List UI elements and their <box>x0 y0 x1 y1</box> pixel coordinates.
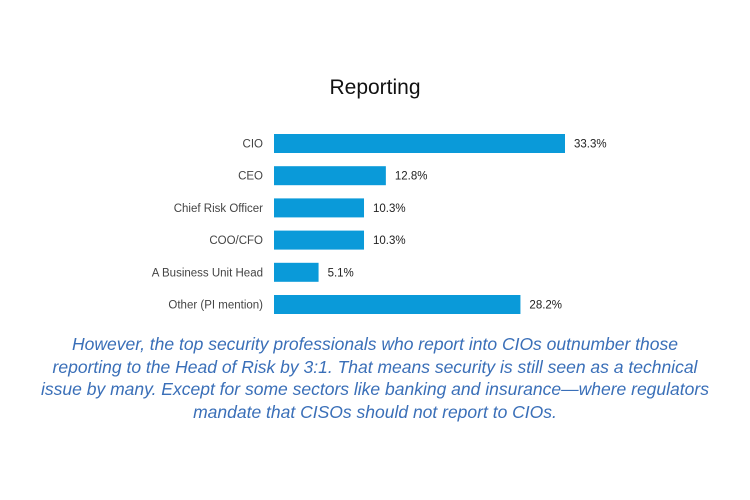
bar <box>274 262 319 282</box>
value-label: 10.3% <box>373 235 406 247</box>
bar <box>274 230 365 250</box>
category-label: A Business Unit Head <box>152 267 263 279</box>
bar <box>274 295 521 314</box>
value-label: 5.1% <box>328 267 354 279</box>
chart-title: Reporting <box>329 76 420 99</box>
value-label: 10.3% <box>373 203 406 215</box>
category-label: Other (PI mention) <box>168 300 263 312</box>
bar-chart: Reporting CIO 33.3% CEO 12.8% Chief Risk Off… <box>152 76 607 314</box>
category-label: CEO <box>238 171 263 183</box>
category-label: Chief Risk Officer <box>174 203 263 215</box>
caption-text: However, the top security professionals … <box>41 334 709 422</box>
bars-group: CIO 33.3% CEO 12.8% Chief Risk Officer 10.3% C… <box>152 134 607 314</box>
value-label: 12.8% <box>395 171 428 183</box>
bar <box>274 166 386 186</box>
bar <box>274 198 365 218</box>
value-label: 33.3% <box>574 139 607 151</box>
bar <box>274 134 565 153</box>
category-label: COO/CFO <box>209 235 263 247</box>
value-label: 28.2% <box>529 300 562 312</box>
category-label: CIO <box>243 139 264 151</box>
